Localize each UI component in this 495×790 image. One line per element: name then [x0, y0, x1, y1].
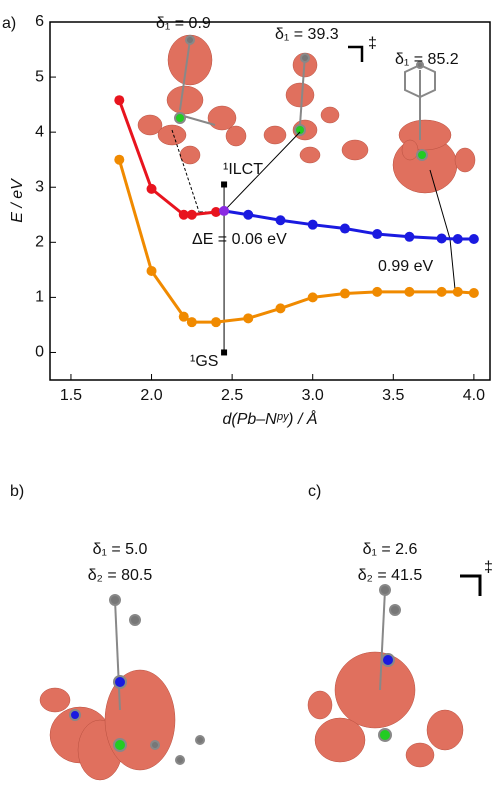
dashed-guide	[171, 129, 201, 215]
panel-text: δ₁ = 2.6	[363, 541, 418, 558]
annotation: δ₁ = 85.2	[395, 51, 459, 68]
data-point	[178, 311, 189, 322]
data-point	[211, 317, 222, 328]
y-tick-label: 3	[35, 178, 44, 195]
data-point	[114, 95, 125, 106]
data-point	[436, 286, 447, 297]
data-point	[186, 209, 197, 220]
data-point	[146, 265, 157, 276]
x-tick-label: 3.5	[382, 387, 404, 404]
ts-bracket	[460, 574, 482, 596]
guide	[223, 131, 301, 212]
panel-text: δ₂ = 41.5	[358, 567, 423, 584]
annotation: ¹GS	[190, 353, 218, 370]
data-point	[468, 287, 479, 298]
guide	[429, 169, 451, 240]
y-tick-label: 4	[35, 123, 44, 140]
y-tick-label: 0	[35, 344, 44, 361]
y-tick-label: 1	[35, 289, 44, 306]
data-point	[468, 234, 479, 245]
data-point	[146, 183, 157, 194]
data-point	[243, 209, 254, 220]
x-tick-label: 1.5	[60, 387, 82, 404]
y-tick-label: 6	[35, 13, 44, 30]
data-point	[243, 313, 254, 324]
annotation: δ₁ = 39.3	[275, 26, 339, 43]
data-point	[339, 223, 350, 234]
panel-label: b)	[10, 483, 24, 500]
x-tick-label: 2.0	[140, 387, 162, 404]
ts-bracket	[348, 45, 364, 62]
x-tick-label: 2.5	[221, 387, 243, 404]
state-marker	[221, 349, 228, 356]
annotation: a)	[2, 15, 16, 32]
arrow-line	[449, 238, 456, 290]
panel-mark: ‡	[484, 559, 493, 576]
data-point	[307, 219, 318, 230]
data-point	[372, 286, 383, 297]
data-point	[178, 209, 189, 220]
annotation: ΔE = 0.06 eV	[192, 231, 287, 248]
y-tick-label: 2	[35, 234, 44, 251]
annotation: ‡	[368, 35, 377, 52]
plot-frame	[49, 21, 491, 381]
annotation: 0.99 eV	[378, 258, 433, 275]
x-tick-label: 3.0	[302, 387, 324, 404]
data-point	[219, 205, 230, 216]
plot: 1.5 2.0 2.5 3.0 3.5 4.0 0 1 2 3 4 5 6 d(Pb–Nᵖʸ) / Å E …	[2, 13, 485, 428]
data-point	[404, 286, 415, 297]
series-line	[117, 99, 217, 217]
data-point	[452, 234, 463, 245]
y-axis-label: E / eV	[9, 178, 26, 223]
panel-text: δ₂ = 80.5	[88, 567, 153, 584]
data-point	[436, 233, 447, 244]
data-point	[452, 286, 463, 297]
panel-label: c)	[308, 483, 321, 500]
annotation: δ₁ = 0.9	[156, 15, 211, 32]
data-point	[186, 317, 197, 328]
panel-text: δ₁ = 5.0	[93, 541, 148, 558]
molecule-skeleton	[69, 35, 436, 765]
y-tick-label: 5	[35, 68, 44, 85]
annotation: ¹ILCT	[223, 161, 263, 178]
data-point	[307, 292, 318, 303]
data-point	[372, 229, 383, 240]
molecule-image	[39, 34, 476, 781]
data-point	[404, 231, 415, 242]
x-tick-label: 4.0	[463, 387, 485, 404]
data-point	[275, 303, 286, 314]
data-point	[275, 215, 286, 226]
data-point	[211, 207, 222, 218]
data-point	[339, 288, 350, 299]
data-point	[114, 154, 125, 165]
state-marker	[221, 181, 228, 188]
x-axis-label: d(Pb–Nᵖʸ) / Å	[222, 409, 317, 428]
